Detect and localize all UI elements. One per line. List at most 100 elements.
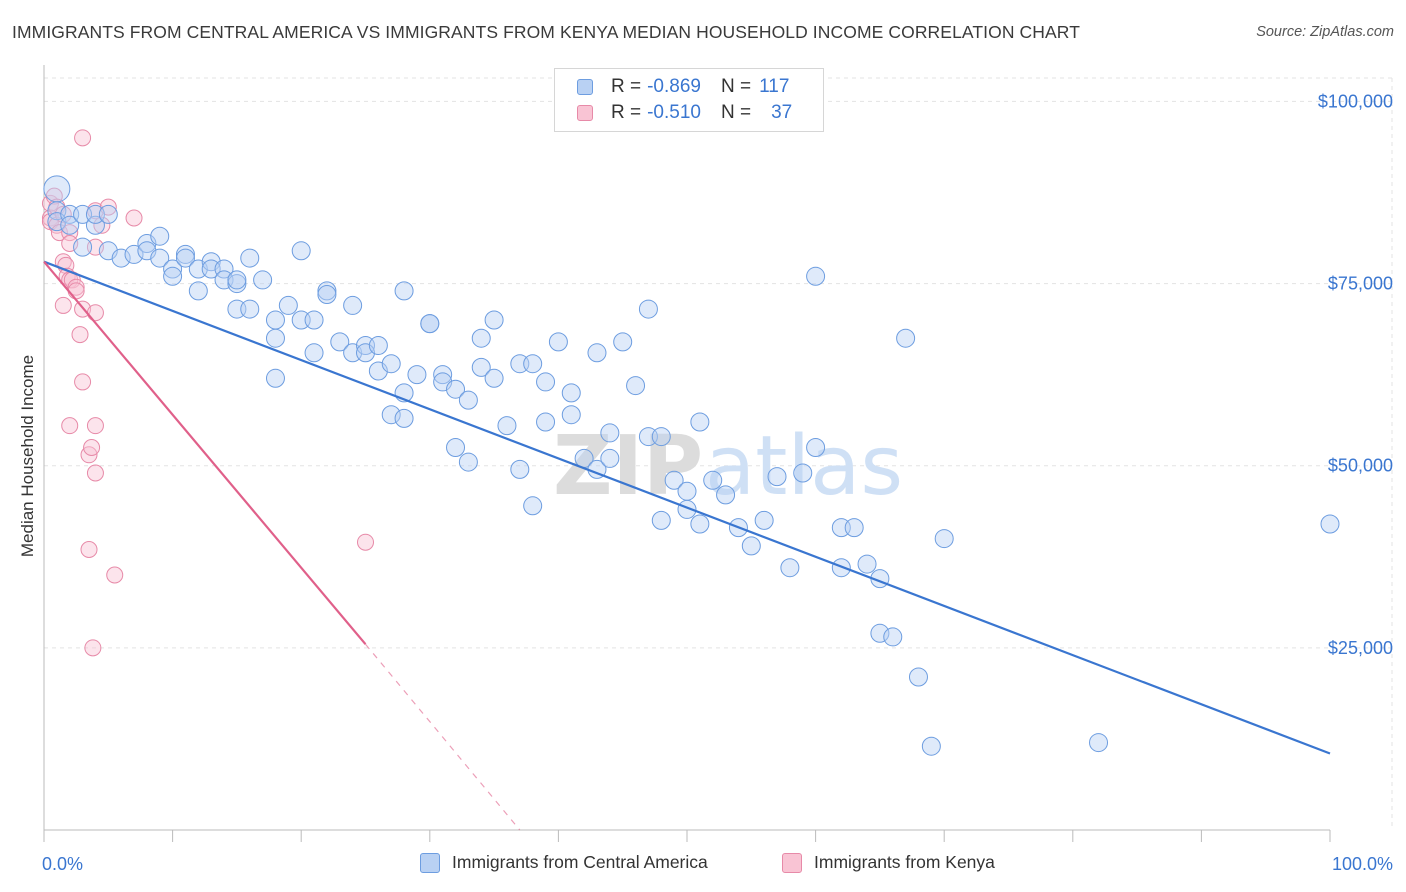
central-america-point (60, 215, 80, 235)
central-america-point (536, 372, 556, 392)
kenya-point (86, 417, 104, 435)
kenya-point (357, 533, 374, 551)
central-america-point (458, 390, 478, 410)
kenya-point (86, 304, 104, 322)
kenya-point (125, 209, 143, 227)
central-america-point (394, 408, 414, 428)
central-america-point (806, 438, 826, 457)
central-america-point (394, 281, 414, 301)
central-america-point (446, 379, 466, 399)
central-america-point (780, 558, 800, 578)
central-america-point (896, 328, 916, 348)
tick-labels: $25,000 $50,000 $75,000 $100,000 0.0% 100.0% (42, 91, 1393, 874)
legend-swatch-blue (577, 79, 593, 95)
kenya-trend-line (43, 261, 367, 645)
central-america-point (368, 336, 388, 355)
central-america-point (921, 736, 941, 756)
central-america-point (227, 270, 247, 290)
legend-r-value: -0.869 (647, 76, 701, 97)
central-america-point (458, 452, 478, 472)
central-america-point (291, 241, 311, 261)
central-america-point (265, 310, 285, 330)
central-america-point (548, 332, 568, 352)
kenya-point (74, 129, 92, 147)
central-america-trend-line (43, 260, 1331, 755)
central-america-point (767, 467, 787, 487)
central-america-point (420, 314, 440, 334)
central-america-point (433, 365, 453, 385)
central-america-point (908, 667, 928, 687)
central-america-point (484, 368, 504, 388)
y-tick-label: $25,000 (1328, 638, 1393, 658)
central-america-point (806, 266, 826, 286)
legend-r-label: R = (611, 102, 642, 123)
x-tick-label: 0.0% (42, 854, 83, 874)
central-america-point (330, 332, 350, 352)
central-america-point (703, 470, 723, 490)
central-america-point (844, 518, 864, 538)
central-america-point (536, 412, 556, 432)
bottom-legend-kenya: Immigrants from Kenya (782, 852, 995, 873)
central-america-point (600, 423, 620, 443)
trend-lines (43, 260, 1331, 831)
central-america-point (253, 270, 273, 290)
legend-r-label: R = (611, 76, 642, 97)
kenya-point (83, 439, 101, 456)
kenya-point (50, 224, 68, 242)
kenya-point (106, 566, 124, 584)
central-america-point (754, 510, 774, 530)
central-america-point (278, 295, 298, 315)
x-tick-label: 100.0% (1332, 854, 1393, 874)
kenya-point (71, 326, 89, 344)
y-tick-label: $100,000 (1318, 91, 1393, 111)
central-america-point (523, 496, 543, 516)
central-america-point (265, 328, 285, 348)
central-america-point (304, 343, 324, 363)
central-america-point (381, 405, 401, 425)
central-america-point (484, 310, 504, 330)
central-america-point (510, 459, 530, 479)
central-america-point (587, 343, 607, 363)
central-america-point (163, 266, 183, 286)
central-america-point (600, 448, 620, 468)
central-america-point (175, 248, 195, 268)
legend-n-value: 117 (759, 76, 790, 97)
central-america-point (638, 299, 658, 319)
central-america-point (651, 510, 671, 530)
source-label: Source: ZipAtlas.com (1256, 24, 1394, 40)
central-america-point (73, 237, 93, 257)
kenya-point (84, 639, 102, 657)
legend-row-kenya: R = -0.510 N = 37 (577, 101, 792, 125)
bottom-legend-swatch-blue (420, 852, 440, 873)
watermark-atlas: atlas (705, 419, 903, 514)
central-america-points (43, 175, 1340, 756)
central-america-point (47, 201, 67, 221)
central-america-point (934, 529, 954, 549)
central-america-point (561, 383, 581, 403)
kenya-point (80, 541, 98, 558)
central-america-point (497, 416, 517, 436)
central-america-point (343, 295, 363, 315)
central-america-point (883, 627, 903, 647)
central-america-point (317, 285, 337, 304)
central-america-point (85, 215, 105, 235)
central-america-point (446, 438, 466, 457)
central-america-point (214, 259, 234, 279)
bottom-legend-central-america: Immigrants from Central America (420, 852, 708, 873)
kenya-point (93, 216, 111, 234)
central-america-point (1089, 733, 1109, 753)
legend-n-label: N = (720, 76, 752, 97)
chart-title: IMMIGRANTS FROM CENTRAL AMERICA VS IMMIG… (12, 22, 1081, 42)
legend-row-central-america: R = -0.869 N = 117 (577, 75, 789, 99)
bottom-legend-label: Immigrants from Kenya (814, 852, 995, 872)
central-america-point (651, 427, 671, 447)
bottom-legend-swatch-pink (782, 852, 802, 873)
central-america-point (857, 554, 877, 574)
central-america-point (150, 248, 170, 268)
kenya-trend-extension (365, 643, 521, 831)
y-tick-label: $75,000 (1328, 274, 1393, 294)
central-america-point (690, 412, 710, 432)
central-america-point (523, 354, 543, 374)
legend-swatch-pink (577, 105, 593, 121)
